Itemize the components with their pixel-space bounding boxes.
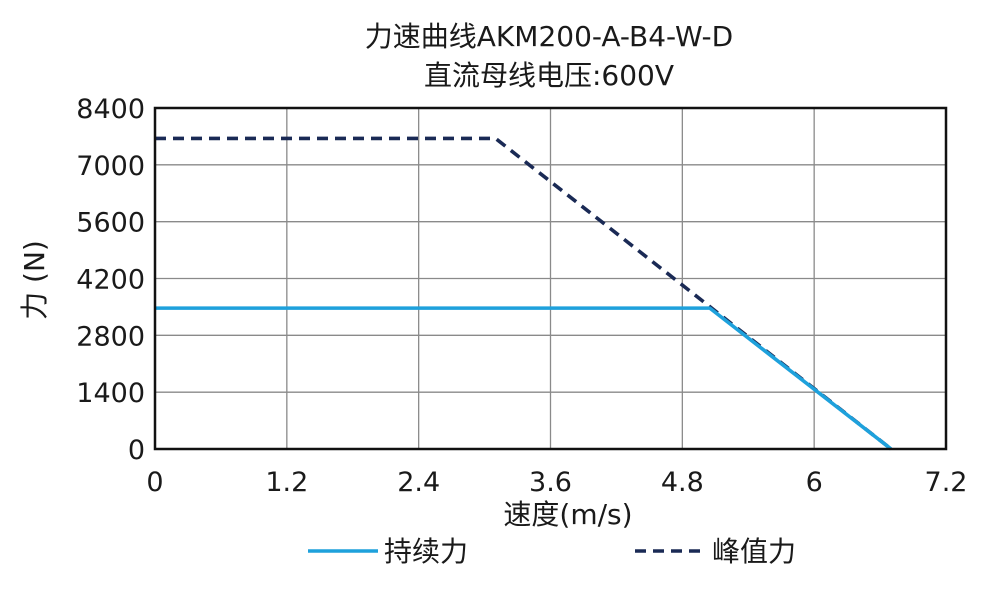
y-tick-label: 7000 bbox=[76, 151, 145, 182]
chart-title: 力速曲线AKM200-A-B4-W-D bbox=[365, 20, 733, 53]
chart-subtitle: 直流母线电压:600V bbox=[424, 59, 674, 92]
x-tick-label: 4.8 bbox=[661, 467, 704, 498]
y-tick-label: 8400 bbox=[76, 94, 145, 125]
y-tick-label: 0 bbox=[128, 435, 145, 466]
x-axis-label: 速度(m/s) bbox=[503, 498, 632, 531]
x-tick-label: 1.2 bbox=[265, 467, 308, 498]
y-tick-label: 1400 bbox=[76, 378, 145, 409]
x-tick-label: 3.6 bbox=[529, 467, 572, 498]
x-axis-ticks: 0 1.2 2.4 3.6 4.8 6 7.2 bbox=[146, 467, 967, 498]
x-tick-label: 7.2 bbox=[925, 467, 968, 498]
x-tick-label: 6 bbox=[806, 467, 823, 498]
series-lines bbox=[155, 136, 893, 451]
legend: 持续力 峰值力 bbox=[308, 535, 796, 568]
x-tick-label: 0 bbox=[146, 467, 163, 498]
series-line-continuous-force bbox=[155, 306, 893, 451]
x-tick-label: 2.4 bbox=[397, 467, 440, 498]
y-tick-label: 4200 bbox=[76, 265, 145, 296]
y-tick-label: 2800 bbox=[76, 321, 145, 352]
y-axis-ticks: 0 1400 2800 4200 5600 7000 8400 bbox=[76, 94, 145, 466]
y-axis-label: 力 (N) bbox=[18, 240, 51, 320]
legend-label-peak-force: 峰值力 bbox=[712, 535, 796, 568]
y-tick-label: 5600 bbox=[76, 208, 145, 239]
plot-frame bbox=[153, 106, 948, 451]
series-line-peak-force bbox=[155, 136, 893, 451]
legend-label-continuous-force: 持续力 bbox=[384, 535, 468, 568]
